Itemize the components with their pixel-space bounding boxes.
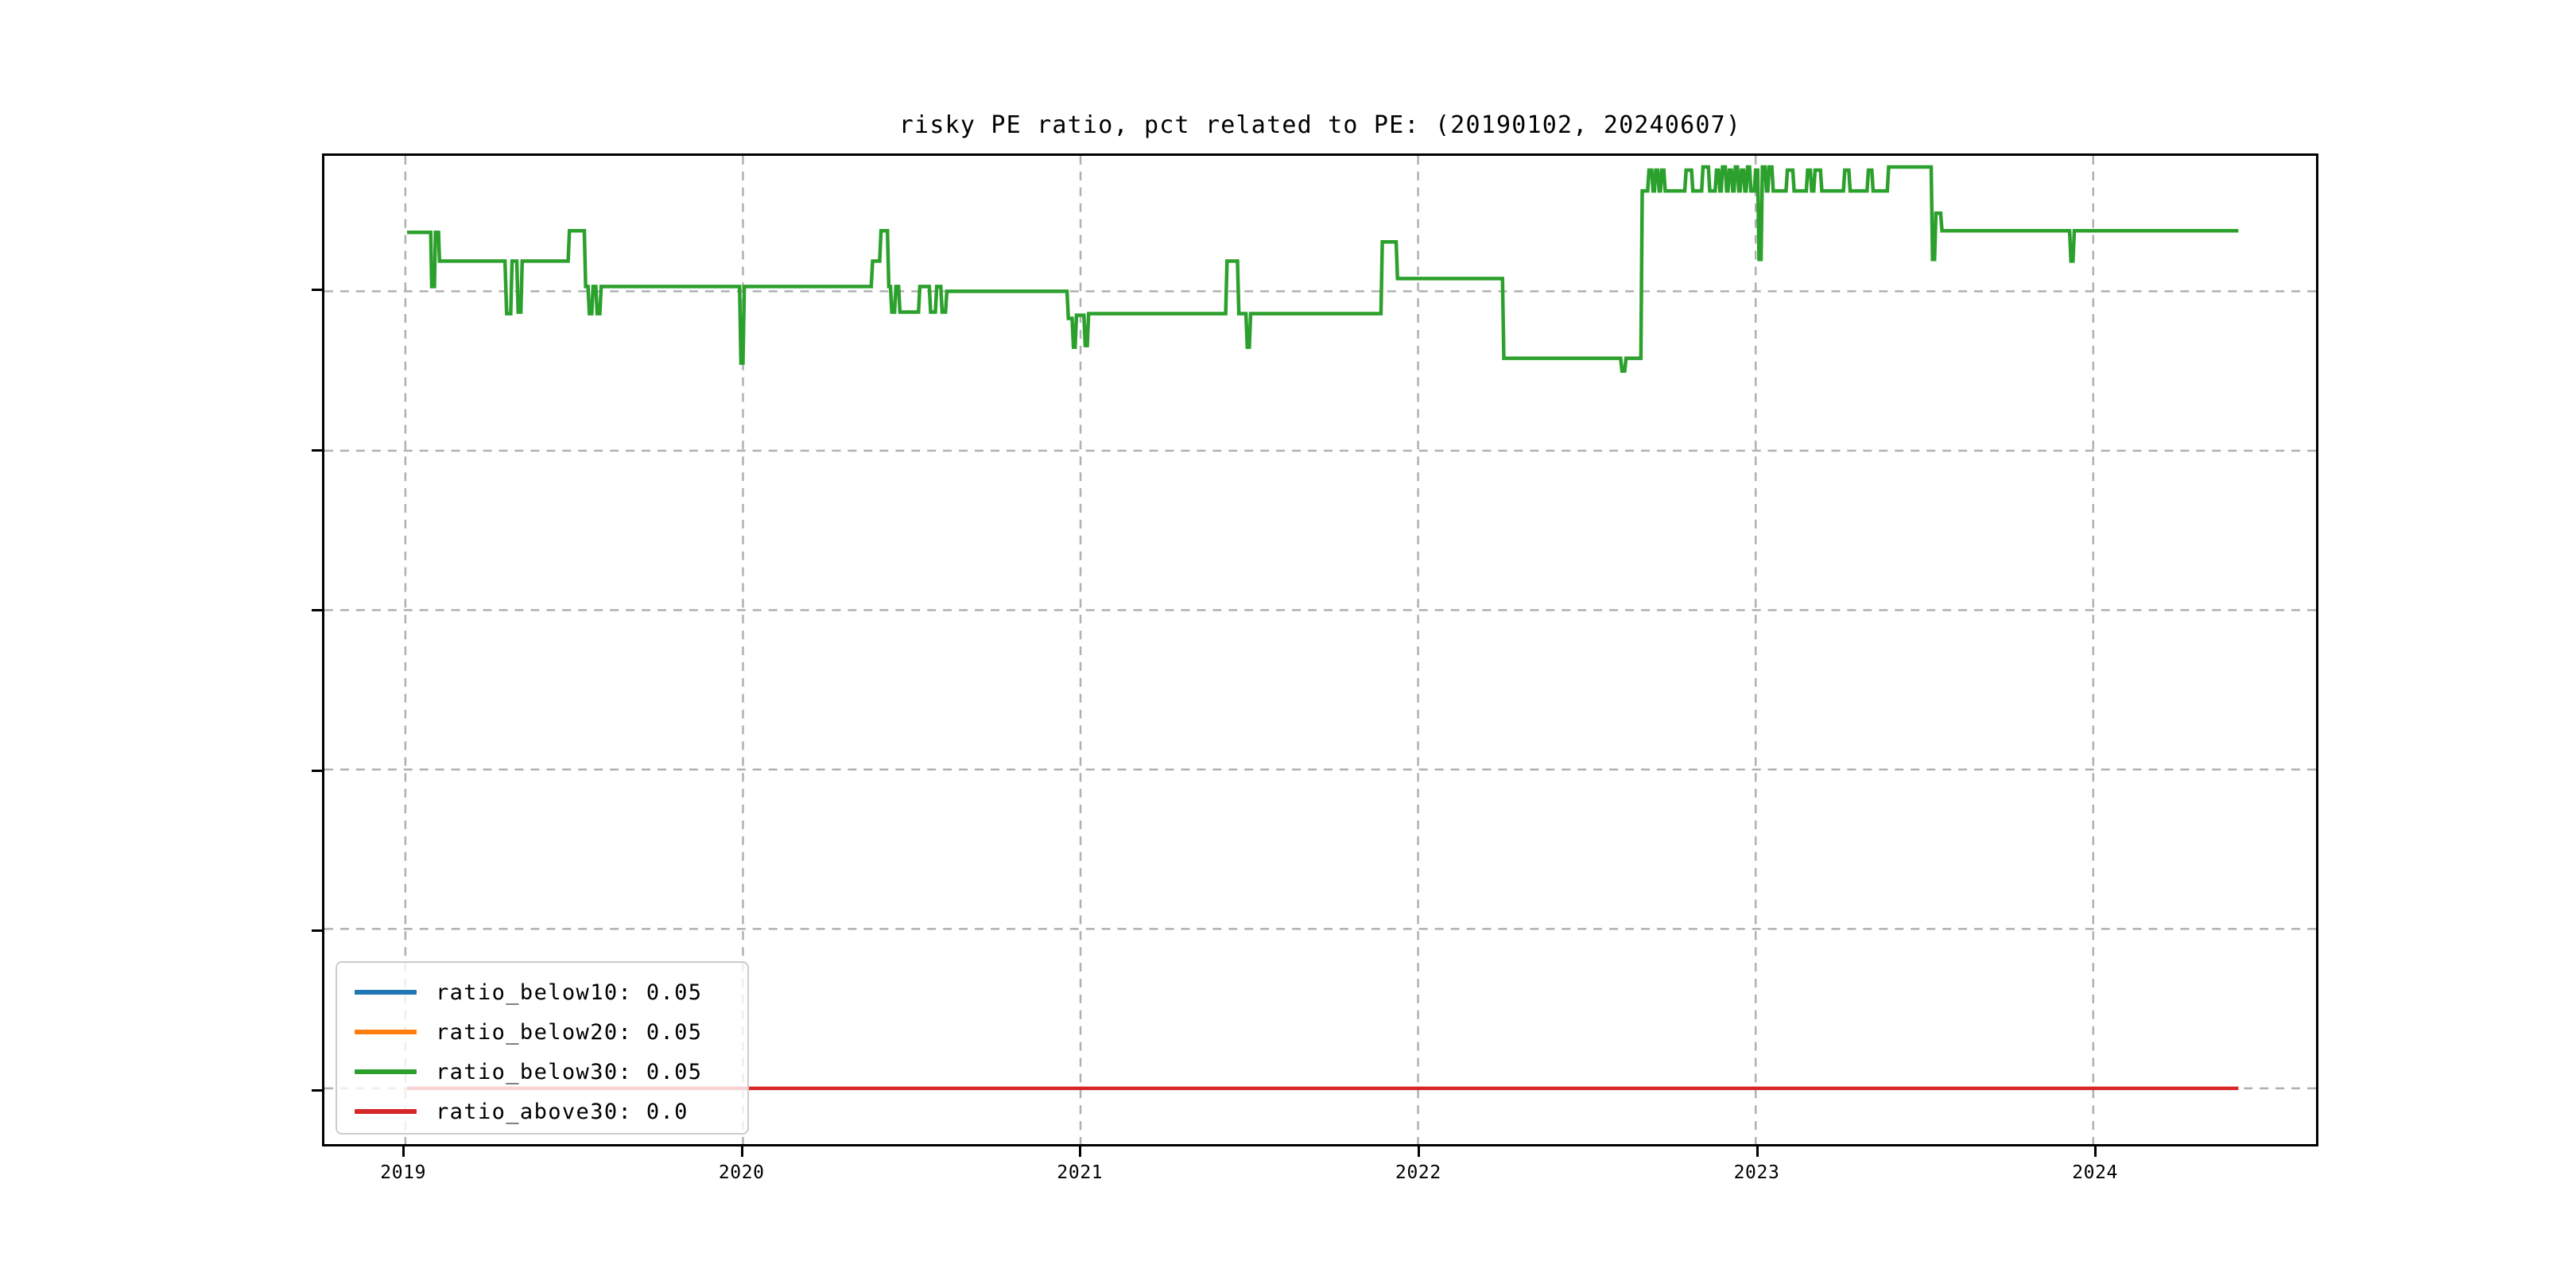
x-axis-tick-label: 2019	[380, 1162, 427, 1183]
x-axis-tickmark	[402, 1146, 405, 1157]
y-axis-tickmark	[312, 1089, 322, 1092]
x-axis-tickmark	[1417, 1146, 1420, 1157]
legend-item-label: ratio_below30: 0.05	[436, 1059, 703, 1084]
x-axis-tickmark	[740, 1146, 743, 1157]
legend-item-label: ratio_above30: 0.0	[436, 1099, 689, 1124]
x-axis-tick-label: 2024	[2072, 1162, 2118, 1183]
legend-item-label: ratio_below20: 0.05	[436, 1019, 703, 1045]
y-axis-tickmark	[312, 289, 322, 292]
x-axis-tick-label: 2022	[1395, 1162, 1441, 1183]
y-axis-tickmark	[312, 929, 322, 933]
y-axis-tickmark	[312, 769, 322, 772]
legend-color-swatch	[355, 1069, 417, 1074]
legend-item-label: ratio_below10: 0.05	[436, 980, 703, 1005]
legend-item-ratio_below30[interactable]: ratio_below30: 0.05	[337, 1050, 747, 1093]
legend-color-swatch	[355, 990, 417, 995]
legend-color-swatch	[355, 1109, 417, 1114]
page-title: risky PE ratio, pct related to PE: (2019…	[898, 111, 1742, 139]
legend-item-ratio_below10[interactable]: ratio_below10: 0.05	[337, 971, 747, 1014]
x-axis-tickmark	[2094, 1146, 2097, 1157]
x-axis-tick-label: 2023	[1733, 1162, 1780, 1183]
x-axis-tickmark	[1079, 1146, 1082, 1157]
y-axis-tickmark	[312, 448, 322, 452]
legend-color-swatch	[355, 1030, 417, 1034]
legend-item-ratio_below20[interactable]: ratio_below20: 0.05	[337, 1011, 747, 1053]
legend-item-ratio_above30[interactable]: ratio_above30: 0.0	[337, 1090, 747, 1133]
series-line-ratio_below30	[407, 167, 2238, 371]
legend: ratio_below10: 0.05 ratio_below20: 0.05 ra…	[336, 961, 749, 1135]
x-axis-tick-label: 2020	[718, 1162, 765, 1183]
y-axis-tickmark	[312, 609, 322, 612]
x-axis-tick-label: 2021	[1057, 1162, 1104, 1183]
x-axis-tickmark	[1755, 1146, 1759, 1157]
